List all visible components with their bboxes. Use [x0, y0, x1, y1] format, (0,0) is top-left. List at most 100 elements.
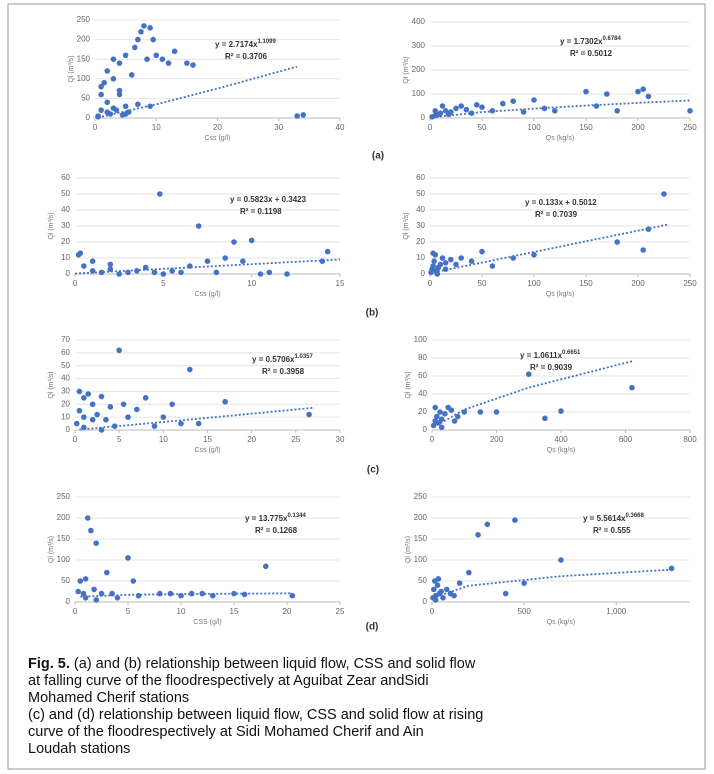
data-point — [430, 263, 436, 269]
data-point — [73, 420, 80, 427]
r-squared: R² = 0.3706 — [225, 52, 268, 61]
y-tick-label: 40 — [61, 205, 70, 214]
data-point — [466, 569, 472, 576]
equation: y = 5.5614x0.3668 — [583, 513, 644, 524]
caption: Fig. 5. (a) and (b) relationship between… — [28, 656, 476, 672]
data-point — [448, 407, 455, 414]
y-tick-label: 20 — [416, 237, 425, 246]
r-squared: R² = 0.5012 — [570, 49, 613, 58]
y-tick-label: 100 — [57, 555, 71, 564]
x-tick-label: 400 — [554, 435, 568, 444]
data-point — [489, 263, 496, 269]
data-point — [614, 239, 620, 245]
data-point — [135, 36, 141, 43]
data-point — [231, 239, 237, 245]
data-point — [135, 101, 141, 108]
equation: y = 0.133x + 0.5012 — [525, 198, 597, 207]
y-tick-label: 50 — [418, 576, 427, 585]
equation-text: y = 13.775x — [245, 514, 288, 523]
data-point — [76, 388, 83, 395]
data-point — [294, 113, 300, 119]
x-tick-label: 150 — [579, 279, 593, 288]
equation: y = 0.5706x1.0357 — [252, 354, 313, 365]
data-point — [120, 401, 127, 408]
data-point — [178, 592, 184, 599]
y-axis-label: Ql (m³/s) — [403, 56, 410, 83]
data-point — [81, 414, 87, 420]
y-tick-label: 60 — [418, 371, 427, 380]
panel-label: (c) — [367, 465, 379, 476]
y-tick-label: 30 — [61, 221, 70, 230]
data-point — [134, 406, 140, 413]
y-tick-label: 200 — [414, 513, 428, 522]
data-point — [240, 258, 246, 265]
data-point — [451, 592, 457, 599]
r-squared: R² = 0.7039 — [535, 210, 578, 219]
y-axis-label: Ql (m³/s) — [48, 371, 55, 398]
y-tick-label: 400 — [412, 17, 426, 26]
data-point — [640, 247, 646, 253]
data-point — [583, 88, 589, 95]
equation-text: y = 5.5614x — [583, 514, 626, 523]
data-point — [542, 415, 548, 422]
data-point — [468, 110, 475, 116]
data-point — [144, 56, 150, 62]
panel-label: (b) — [366, 308, 379, 319]
data-point — [558, 408, 564, 414]
equation: y = 13.775x0.1344 — [245, 513, 306, 524]
data-point — [125, 269, 131, 276]
data-point — [81, 395, 87, 401]
x-tick-label: 5 — [117, 435, 122, 444]
y-tick-label: 60 — [61, 173, 70, 182]
x-tick-label: 100 — [527, 123, 541, 132]
data-point — [477, 409, 484, 415]
data-point — [500, 100, 506, 107]
data-point — [153, 52, 160, 59]
data-point — [213, 269, 220, 276]
y-tick-label: 0 — [66, 597, 71, 606]
data-point — [116, 87, 123, 94]
y-tick-label: 100 — [412, 89, 426, 98]
data-point — [132, 44, 138, 51]
data-point — [510, 255, 516, 261]
x-tick-label: 5 — [126, 607, 131, 616]
x-tick-label: 500 — [517, 607, 531, 616]
data-point — [458, 255, 465, 261]
trendline — [79, 406, 314, 431]
data-point — [525, 371, 532, 378]
data-point — [76, 407, 83, 414]
caption-line: Mohamed Cherif stations — [28, 690, 189, 706]
y-tick-label: 60 — [416, 173, 425, 182]
data-point — [171, 48, 178, 55]
data-point — [195, 223, 202, 229]
y-tick-label: 0 — [86, 113, 91, 122]
equation-text: y = 0.133x + 0.5012 — [525, 198, 597, 207]
data-point — [222, 398, 228, 405]
equation-exponent: 0.6651 — [562, 350, 581, 356]
data-point — [165, 60, 172, 66]
data-point — [438, 424, 445, 431]
equation-exponent: 0.3668 — [625, 513, 644, 519]
data-point — [98, 590, 105, 597]
data-point — [432, 404, 439, 411]
y-tick-label: 20 — [61, 237, 70, 246]
data-point — [184, 60, 190, 66]
data-point — [110, 56, 117, 62]
x-tick-label: 0 — [73, 279, 78, 288]
x-tick-label: 15 — [230, 607, 239, 616]
data-point — [512, 517, 518, 523]
r-squared: R² = 0.555 — [593, 526, 631, 535]
data-point — [101, 79, 107, 86]
data-point — [151, 423, 158, 429]
y-tick-label: 40 — [418, 389, 427, 398]
x-tick-label: 30 — [336, 435, 345, 444]
data-point — [111, 423, 118, 429]
y-tick-label: 10 — [61, 412, 70, 421]
data-point — [687, 108, 693, 114]
y-tick-label: 50 — [61, 361, 70, 370]
data-point — [289, 592, 296, 599]
x-tick-label: 150 — [579, 123, 593, 132]
data-point — [493, 409, 500, 415]
data-point — [430, 250, 436, 256]
data-point — [520, 109, 527, 115]
